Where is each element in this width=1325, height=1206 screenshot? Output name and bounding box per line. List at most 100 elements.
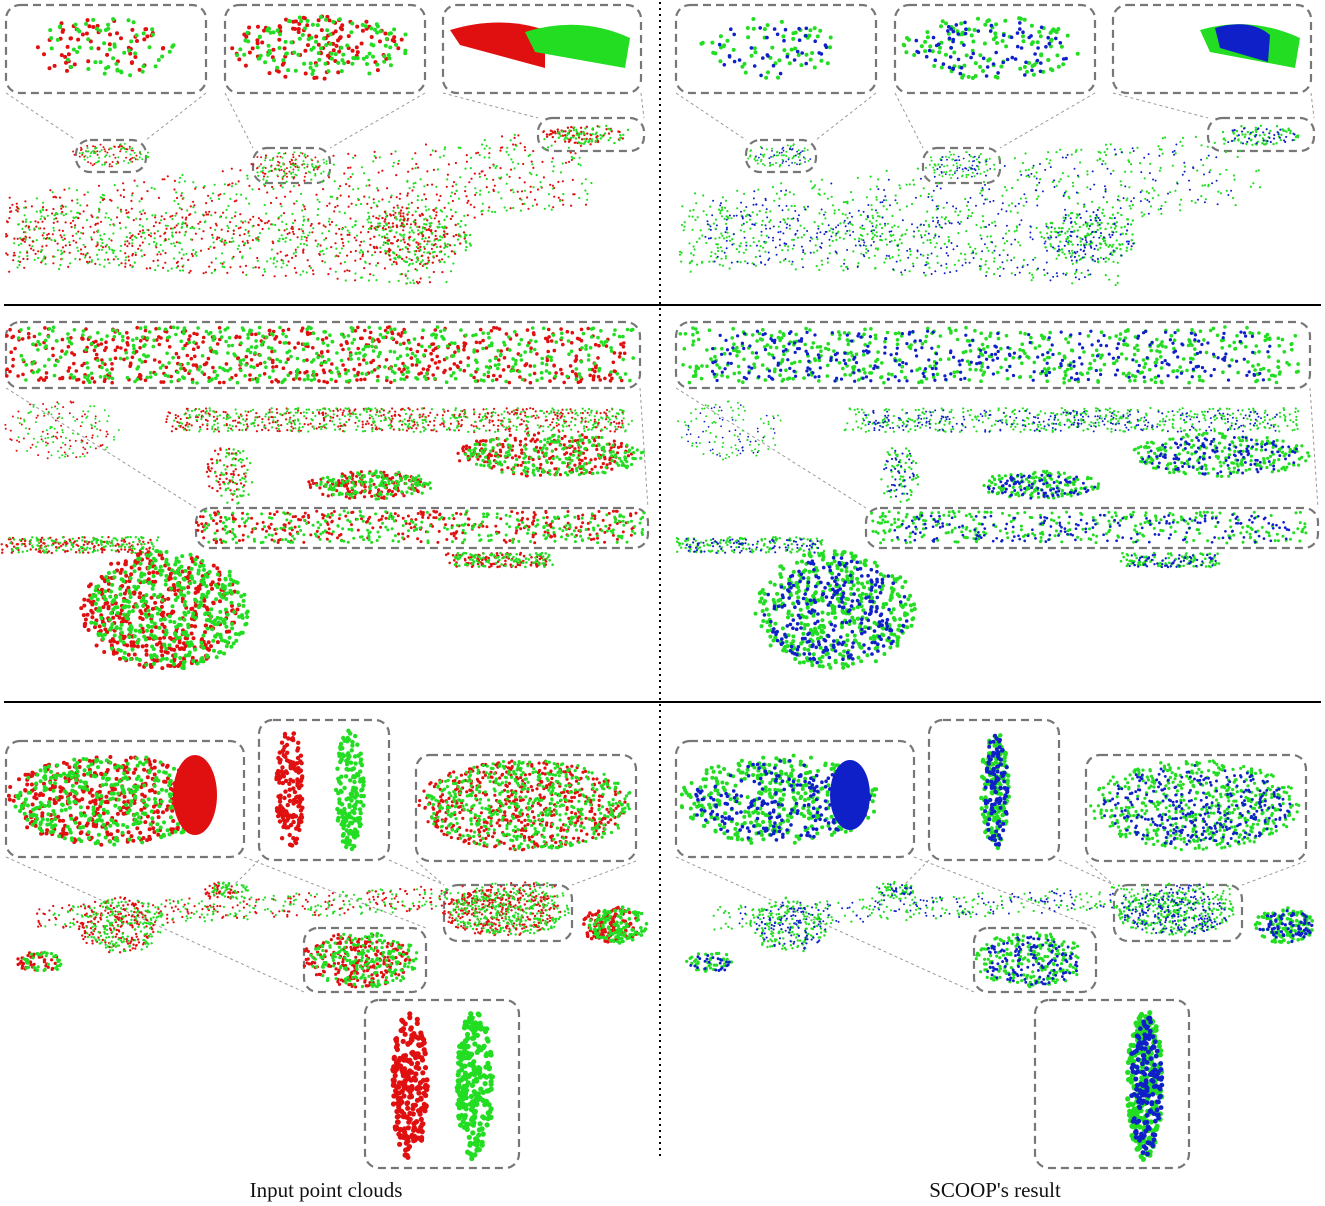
point [765,53,770,57]
point [823,213,825,216]
point [1023,193,1026,196]
point [481,338,485,343]
point [422,251,426,254]
point [969,196,972,199]
point [141,225,144,228]
point [936,185,939,188]
point [720,206,724,209]
zoom-inset-box [4,739,246,859]
point [101,241,104,245]
point [115,68,120,73]
point [275,65,280,70]
point [777,225,780,228]
point [317,379,321,383]
point [281,176,284,179]
point [301,15,306,20]
point [1202,164,1205,167]
point [928,225,931,228]
point [375,62,380,67]
point [293,267,296,270]
point [189,238,193,241]
point [497,191,500,194]
point [221,265,224,268]
point [700,261,704,264]
point [934,43,939,48]
point [300,228,303,231]
point [37,221,40,224]
point [821,263,824,266]
point [552,170,555,173]
point [435,366,440,370]
point [84,150,87,153]
point [752,203,755,206]
point [411,214,414,217]
point [973,61,978,66]
point [81,152,84,155]
point [882,199,885,202]
point [276,174,279,177]
point [767,236,770,239]
point [292,153,295,156]
point [992,199,995,202]
point [316,168,319,171]
point [861,234,864,237]
point [939,65,944,70]
point [1029,236,1032,239]
point [769,210,772,213]
point [789,47,794,52]
point [502,356,507,360]
point [122,182,125,185]
point [905,228,908,232]
point [987,267,990,270]
point [1095,219,1098,222]
point [53,218,56,221]
point [959,66,964,70]
point [399,273,402,276]
point [45,244,48,247]
point [303,48,308,53]
point [474,193,477,197]
point [559,327,563,331]
point [42,378,47,382]
point [793,161,796,164]
point [770,147,773,150]
point [55,217,58,220]
point [596,140,600,144]
point [109,223,112,226]
point [764,211,768,214]
point [1065,156,1068,159]
point [478,193,482,196]
point [302,232,305,235]
point [1144,197,1147,200]
point [404,246,408,249]
point [988,223,991,226]
point [334,270,337,273]
point [460,219,463,223]
point [785,150,788,153]
point [327,230,331,233]
point [552,206,555,209]
point [959,21,964,26]
point [786,217,790,220]
point [1091,222,1094,226]
point [947,235,950,239]
point [543,147,546,150]
point [1059,148,1062,151]
point [859,226,862,229]
point [508,175,511,178]
point [702,210,705,213]
point [808,57,813,62]
point [680,223,684,227]
point [247,221,250,224]
point [723,217,726,220]
point [108,163,111,166]
point [1002,249,1005,252]
point [135,154,138,157]
point [875,209,877,212]
point [520,198,523,201]
point [945,171,948,174]
point [130,60,134,65]
point [128,51,133,56]
point [282,259,285,262]
